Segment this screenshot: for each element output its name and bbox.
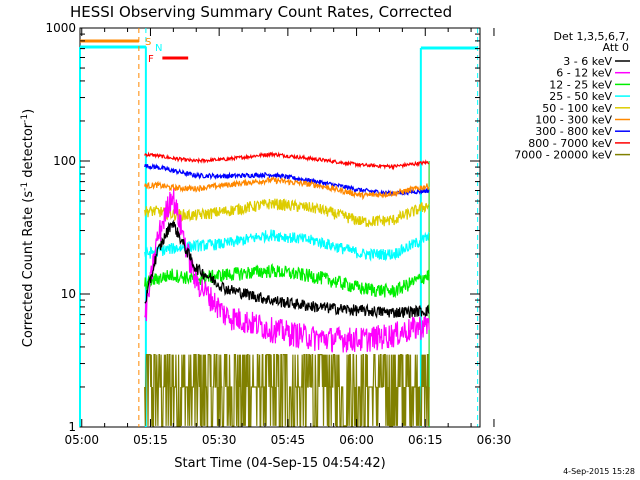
y-tick-label: 100 — [53, 154, 76, 168]
series-line-4 — [144, 198, 430, 228]
legend-label: 6 - 12 keV — [556, 67, 612, 80]
y-axis-title-sup2: -1 — [20, 114, 30, 123]
flag-label-flare: F — [148, 54, 154, 65]
flag-label-night: N — [155, 43, 162, 54]
y-tick-label: 1000 — [45, 21, 76, 35]
legend-label: 100 - 300 keV — [535, 114, 612, 127]
timestamp-label: 4-Sep-2015 15:28 — [563, 467, 635, 476]
legend-label: 7000 - 20000 keV — [514, 149, 612, 162]
legend-label: 800 - 7000 keV — [528, 137, 612, 150]
y-tick-label: 1 — [68, 420, 76, 434]
x-tick-label: 06:30 — [477, 433, 512, 447]
series-layer — [144, 151, 430, 427]
legend-label: 12 - 25 keV — [549, 78, 612, 91]
x-tick-label: 05:45 — [271, 433, 306, 447]
legend-label: 3 - 6 keV — [563, 55, 612, 68]
y-axis-title-mid: detector — [21, 122, 36, 182]
plot-area: 05:00 05:15 05:30 05:45 06:00 06:15 06:30 1101… — [45, 21, 511, 447]
detector-info-line1: Det 1,3,5,6,7, — [553, 30, 629, 43]
y-axis-title-end: ) — [21, 109, 36, 114]
chart-title: HESSI Observing Summary Count Rates, Cor… — [70, 3, 452, 21]
series-line-8 — [144, 354, 430, 427]
detector-info-line2: Att 0 — [603, 41, 629, 54]
x-axis-title: Start Time (04-Sep-15 04:54:42) — [174, 456, 385, 471]
y-tick-label: 10 — [61, 287, 76, 301]
series-line-3 — [144, 229, 430, 262]
x-axis: 05:00 05:15 05:30 05:45 06:00 06:15 06:30 — [64, 28, 511, 447]
legend-label: 25 - 50 keV — [549, 90, 612, 103]
y-axis-title: Corrected Count Rate (s-1 detector-1) — [20, 109, 36, 347]
y-axis: 1 10 100 1000 — [45, 21, 480, 434]
legend-label: 50 - 100 keV — [542, 102, 612, 115]
x-tick-label: 06:15 — [408, 433, 443, 447]
x-tick-label: 05:30 — [202, 433, 237, 447]
series-line-0 — [144, 219, 430, 319]
x-tick-label: 05:15 — [133, 433, 168, 447]
legend-label: 300 - 800 keV — [535, 125, 612, 138]
series-line-6 — [144, 163, 430, 197]
y-axis-title-sup1: -1 — [20, 182, 30, 191]
flag-label-saa: S — [145, 37, 151, 48]
svg-text:Corrected Count Rate (s-1 dete: Corrected Count Rate (s-1 detector-1) — [20, 109, 36, 347]
series-line-2 — [144, 263, 430, 299]
x-tick-label: 05:00 — [64, 433, 99, 447]
x-tick-label: 06:00 — [339, 433, 374, 447]
flag-layer — [80, 39, 478, 60]
series-line-7 — [144, 151, 430, 171]
y-axis-title-main: Corrected Count Rate (s — [21, 191, 36, 348]
series-line-5 — [144, 175, 430, 201]
